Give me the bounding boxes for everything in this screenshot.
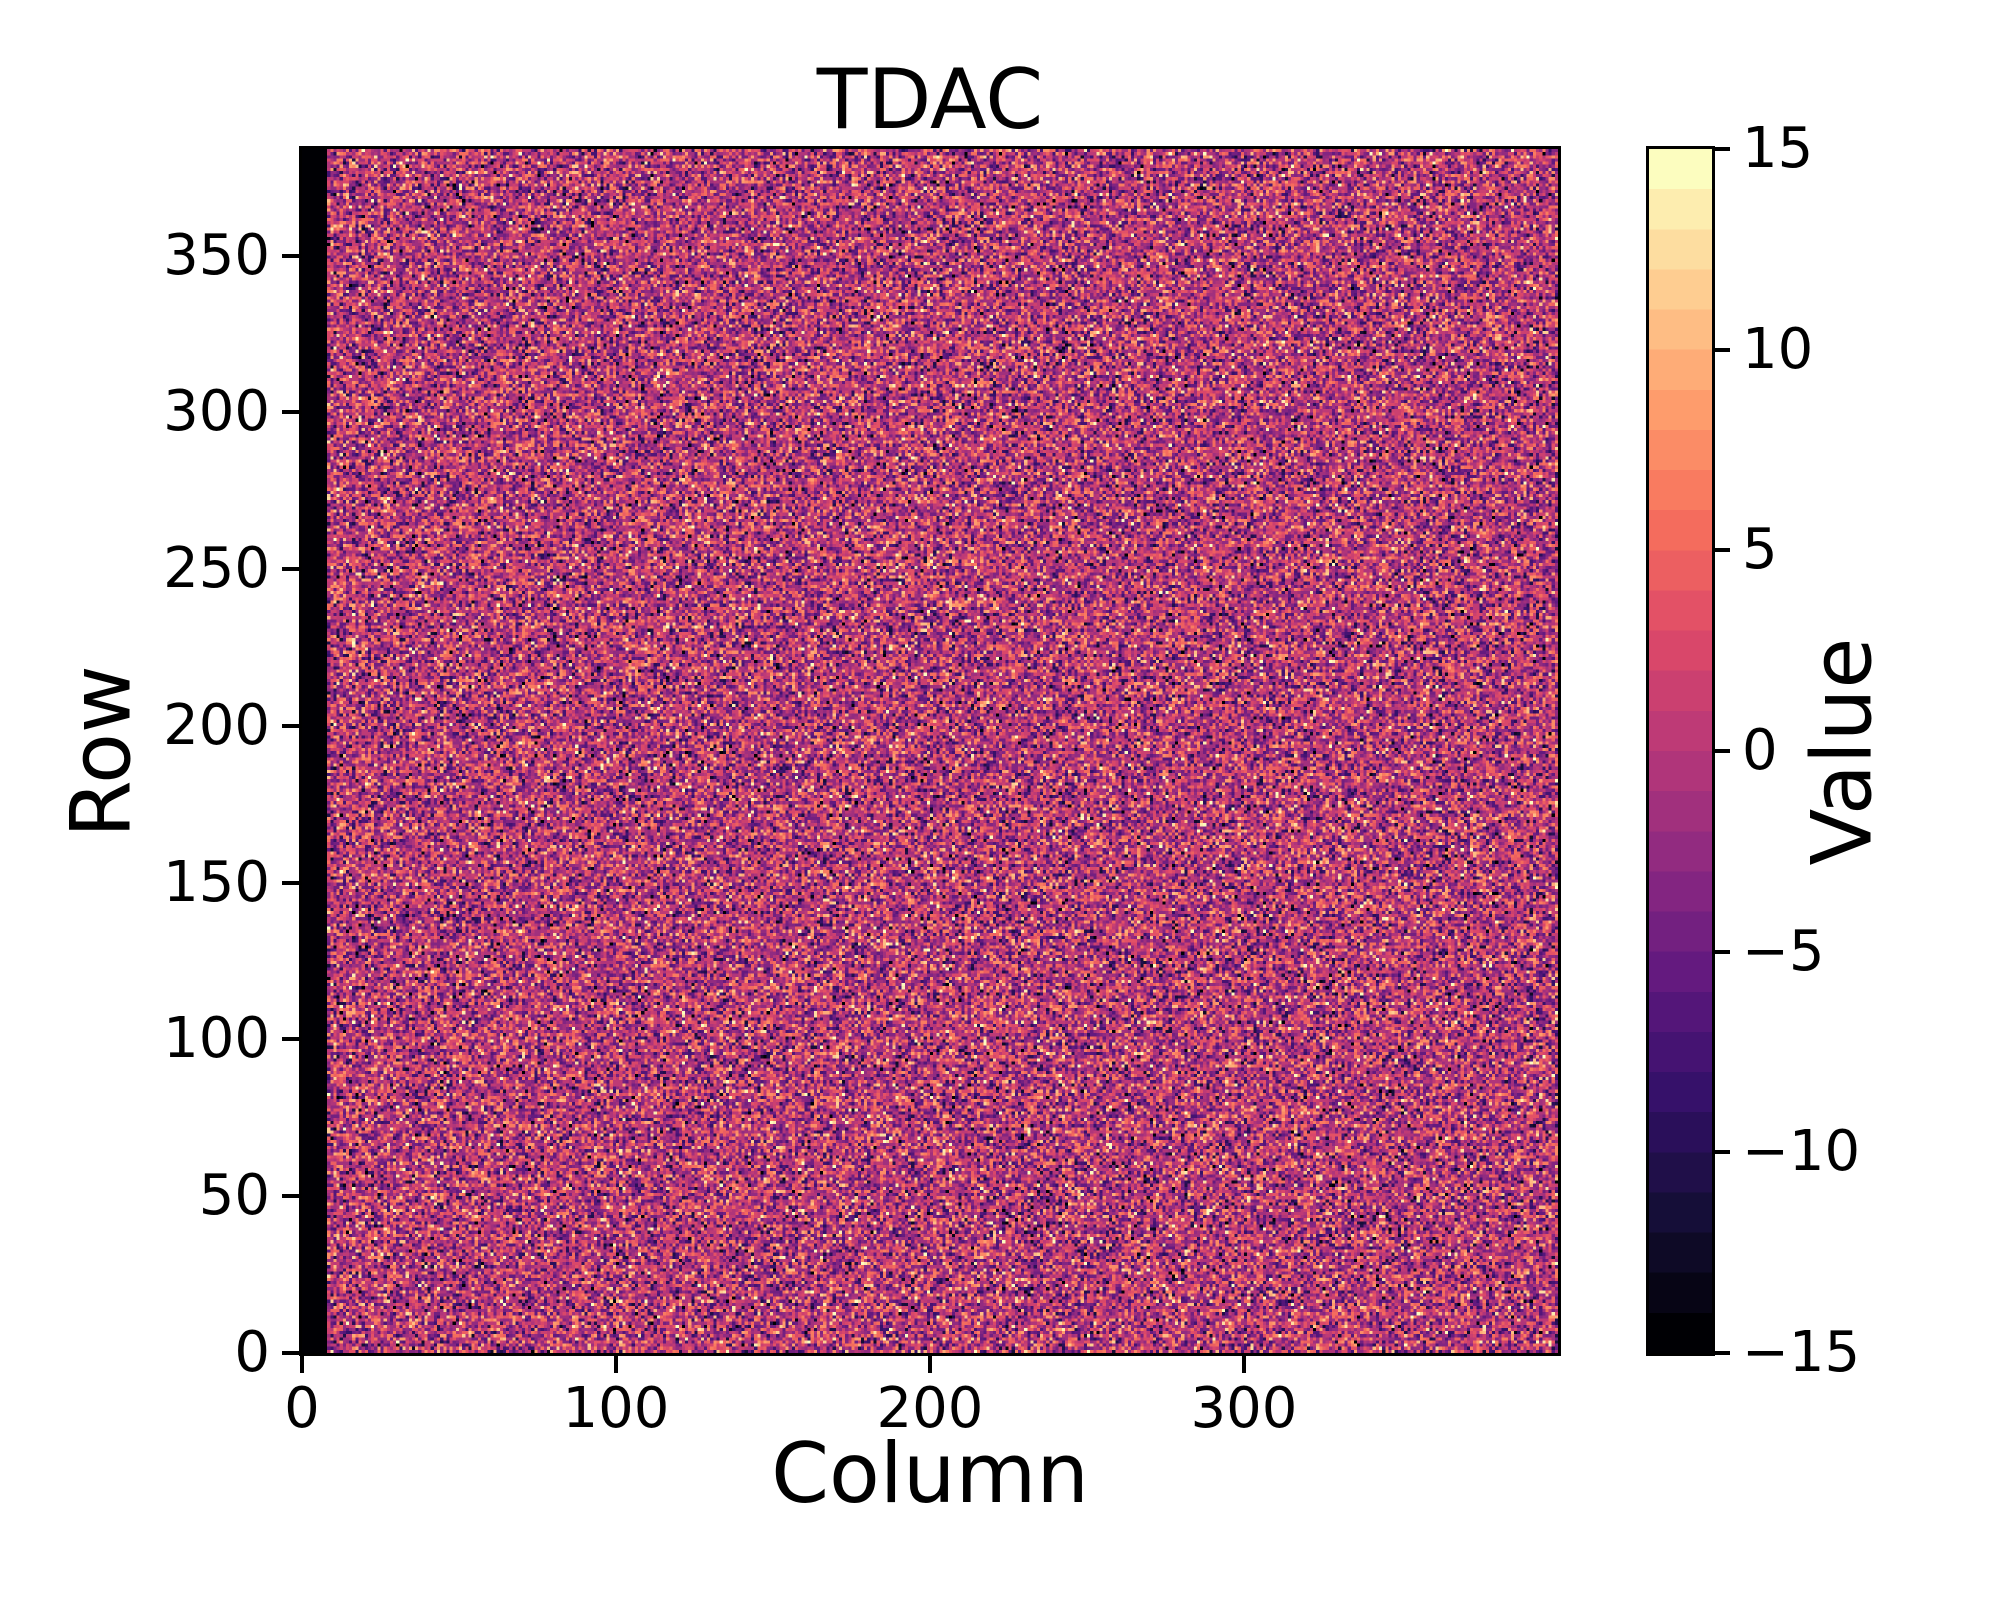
colorbar-tick-label: 5 (1742, 517, 1778, 583)
colorbar-tick-mark (1712, 347, 1730, 352)
colorbar-tick-label: −15 (1742, 1320, 1861, 1385)
tdac-heatmap-canvas (302, 149, 1558, 1353)
colorbar-tick-mark (1712, 1150, 1730, 1155)
x-tick-label: 300 (1190, 1376, 1298, 1441)
y-tick-label: 100 (163, 1006, 270, 1072)
chart-title: TDAC (816, 51, 1044, 148)
colorbar-tick-label: 10 (1742, 316, 1814, 382)
colorbar-tick-label: −5 (1742, 918, 1825, 984)
x-tick-mark (1242, 1353, 1246, 1373)
colorbar-tick-mark (1712, 749, 1730, 753)
y-tick-label: 250 (163, 536, 270, 602)
y-tick-label: 200 (163, 692, 270, 758)
y-tick-mark (282, 253, 302, 258)
y-tick-mark (282, 723, 302, 728)
y-tick-label: 300 (163, 379, 270, 445)
x-tick-label: 200 (876, 1376, 984, 1441)
y-tick-mark (282, 410, 302, 415)
x-tick-mark (300, 1353, 304, 1373)
plot-frame (299, 146, 1561, 1356)
colorbar-tick-label: −10 (1742, 1119, 1861, 1185)
colorbar-tick-mark (1712, 949, 1730, 954)
colorbar-tick-label: 0 (1742, 718, 1778, 783)
y-tick-label: 50 (198, 1163, 270, 1229)
y-tick-mark (282, 1351, 302, 1355)
colorbar-tick-mark (1712, 1351, 1730, 1355)
y-tick-mark (282, 880, 302, 885)
y-tick-label: 0 (234, 1320, 270, 1385)
x-tick-label: 0 (284, 1376, 320, 1441)
y-tick-mark (282, 567, 302, 572)
colorbar-tick-mark (1712, 548, 1730, 553)
colorbar-tick-label: 15 (1742, 116, 1814, 181)
y-tick-mark (282, 1194, 302, 1199)
y-tick-label: 150 (163, 849, 270, 915)
colorbar (1646, 146, 1715, 1356)
x-tick-label: 100 (562, 1376, 670, 1441)
colorbar-canvas (1649, 149, 1712, 1353)
x-axis-label: Column (771, 1425, 1089, 1522)
y-tick-label: 350 (163, 222, 270, 288)
x-tick-mark (614, 1353, 618, 1373)
colorbar-tick-mark (1712, 147, 1730, 151)
y-tick-mark (282, 1037, 302, 1042)
x-tick-mark (928, 1353, 932, 1373)
